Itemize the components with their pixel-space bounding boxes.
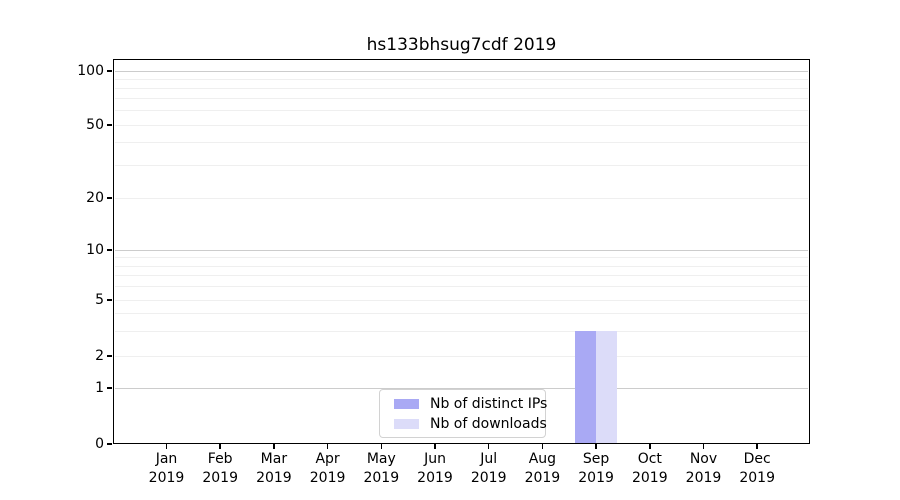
legend-item-distinct-ips: Nb of distinct IPs [394,394,547,414]
gridline-minor [115,313,808,315]
y-tick-mark [107,124,112,126]
bar-distinct-ips [575,331,597,443]
gridline-minor [115,286,808,288]
x-tick-mark [326,444,329,449]
y-tick-label: 10 [86,242,104,258]
gridline-minor [115,142,808,144]
y-tick-mark [107,197,112,199]
y-tick-mark [107,249,112,251]
x-tick-mark [434,444,436,449]
gridline-minor [115,257,808,259]
y-tick-label: 0 [95,436,104,452]
x-tick-mark [649,444,651,449]
x-tick-label: Apr 2019 [309,451,346,486]
x-tick-label: Dec 2019 [739,451,775,486]
y-tick-label: 20 [86,190,104,206]
x-tick-mark [595,444,597,449]
gridline-minor [115,275,808,277]
legend-label-distinct-ips: Nb of distinct IPs [430,396,548,412]
y-tick-label: 5 [95,292,104,308]
gridline-minor [115,265,808,267]
gridline-major [115,249,808,251]
gridline-minor [115,165,808,167]
y-tick-mark [107,299,112,301]
gridline-minor [115,330,808,332]
x-tick-mark [702,444,705,449]
x-tick-label: Jun 2019 [417,451,453,486]
y-tick-mark [107,443,112,445]
gridline-minor [115,299,808,301]
x-tick-label: Aug 2019 [524,451,561,486]
x-tick-mark [487,444,490,449]
x-tick-label: Nov 2019 [685,451,722,486]
gridline-minor [115,110,808,112]
y-tick-label: 2 [95,348,104,364]
x-tick-label: Jul 2019 [470,451,507,486]
y-tick-label: 1 [95,380,104,396]
gridline-minor [115,98,808,100]
gridline-major [115,70,808,72]
y-tick-label: 100 [77,63,104,79]
y-tick-mark [107,355,112,357]
x-tick-label: Sep 2019 [578,451,614,486]
x-tick-label: Feb 2019 [202,451,238,486]
gridline-major [115,387,808,389]
gridline-minor [115,78,808,80]
legend-label-downloads: Nb of downloads [430,416,547,432]
y-tick-mark [107,387,112,389]
y-tick-label: 50 [86,117,104,133]
x-tick-mark [273,444,275,449]
gridline-minor [115,355,808,357]
chart-title: hs133bhsug7cdf 2019 [366,35,557,55]
plot-area [113,59,810,444]
gridline-minor [115,87,808,89]
gridline-minor [115,124,808,126]
legend-swatch-downloads [394,419,419,429]
x-tick-mark [756,444,758,449]
x-tick-mark [380,444,383,449]
x-tick-mark [219,444,221,449]
bar-downloads [596,331,618,443]
legend: Nb of distinct IPs Nb of downloads [379,389,547,438]
x-tick-label: Oct 2019 [631,451,668,486]
x-tick-mark [165,444,168,449]
y-tick-mark [107,70,112,72]
x-tick-label: May 2019 [363,451,400,486]
legend-item-downloads: Nb of downloads [394,414,547,434]
x-tick-label: Jan 2019 [148,451,185,486]
legend-swatch-distinct-ips [394,399,419,409]
gridline-minor [115,197,808,199]
x-tick-label: Mar 2019 [256,451,292,486]
x-tick-mark [541,444,544,449]
